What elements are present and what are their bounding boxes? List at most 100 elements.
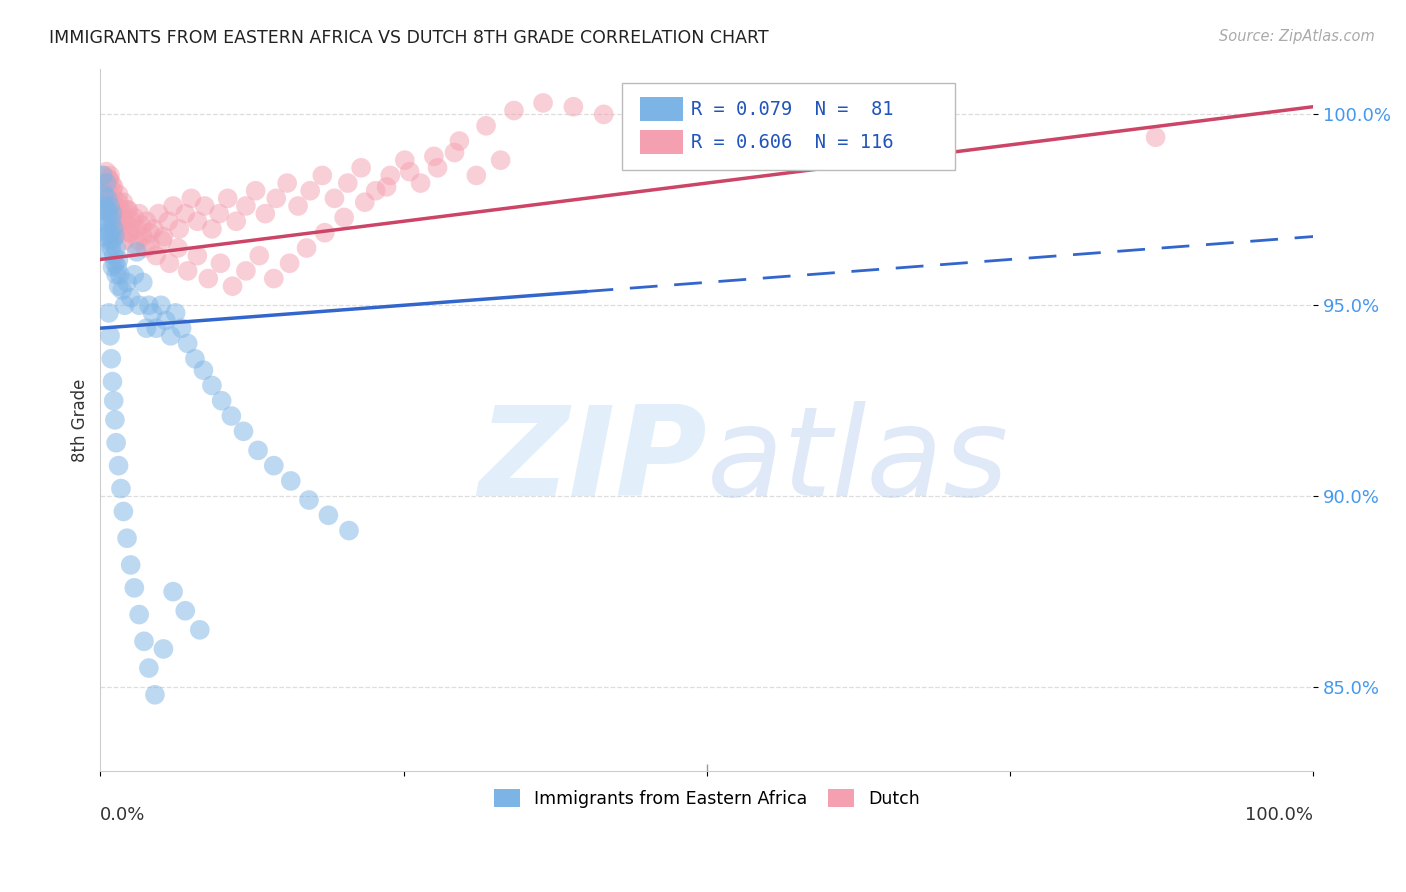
Point — [125, 222, 148, 236]
Point — [134, 241, 156, 255]
Point — [254, 206, 277, 220]
Point — [120, 558, 142, 572]
Point — [184, 351, 207, 366]
Point — [98, 191, 121, 205]
Point — [107, 252, 129, 267]
Bar — [640, 130, 682, 154]
Point — [101, 206, 124, 220]
Point — [201, 222, 224, 236]
Point — [426, 161, 449, 175]
Point — [186, 214, 208, 228]
Point — [112, 504, 135, 518]
Point — [96, 202, 118, 217]
Point — [145, 249, 167, 263]
Point — [101, 233, 124, 247]
Point — [197, 271, 219, 285]
Point — [110, 202, 132, 217]
Point — [263, 271, 285, 285]
Point — [592, 107, 614, 121]
Point — [264, 191, 287, 205]
Point — [105, 202, 128, 217]
Point — [208, 206, 231, 220]
Point — [124, 237, 146, 252]
Point — [295, 241, 318, 255]
Point — [105, 260, 128, 274]
Point — [159, 256, 181, 270]
Point — [562, 100, 585, 114]
Point — [101, 375, 124, 389]
Point — [423, 149, 446, 163]
Point — [176, 264, 198, 278]
Point — [108, 218, 131, 232]
Point — [108, 268, 131, 282]
Point — [135, 214, 157, 228]
Point — [245, 184, 267, 198]
Point — [350, 161, 373, 175]
Point — [337, 524, 360, 538]
Point — [170, 321, 193, 335]
Point — [531, 95, 554, 110]
Point — [132, 276, 155, 290]
Point — [125, 244, 148, 259]
Point — [97, 306, 120, 320]
Point — [232, 425, 254, 439]
Point — [98, 226, 121, 240]
Point — [101, 206, 124, 220]
Point — [94, 226, 117, 240]
Point — [100, 214, 122, 228]
Legend: Immigrants from Eastern Africa, Dutch: Immigrants from Eastern Africa, Dutch — [486, 782, 927, 815]
Point — [174, 206, 197, 220]
Point — [314, 226, 336, 240]
Point — [120, 226, 142, 240]
Point — [120, 291, 142, 305]
Point — [152, 642, 174, 657]
Point — [110, 482, 132, 496]
Point — [100, 199, 122, 213]
Point — [135, 321, 157, 335]
Point — [194, 199, 217, 213]
Point — [165, 306, 187, 320]
Point — [278, 256, 301, 270]
Point — [143, 688, 166, 702]
Point — [162, 584, 184, 599]
Point — [280, 474, 302, 488]
Point — [188, 623, 211, 637]
Point — [96, 164, 118, 178]
Point — [93, 187, 115, 202]
Point — [107, 195, 129, 210]
Point — [121, 214, 143, 228]
Point — [157, 214, 180, 228]
Point — [159, 328, 181, 343]
Point — [117, 202, 139, 217]
FancyBboxPatch shape — [621, 83, 956, 170]
Point — [94, 202, 117, 217]
Point — [409, 176, 432, 190]
Point — [93, 169, 115, 183]
Point — [97, 180, 120, 194]
Point — [193, 363, 215, 377]
Point — [443, 145, 465, 160]
Point — [97, 195, 120, 210]
Point — [127, 233, 149, 247]
Point — [132, 229, 155, 244]
Point — [105, 241, 128, 255]
Point — [96, 191, 118, 205]
Point — [115, 202, 138, 217]
Point — [124, 268, 146, 282]
Point — [107, 279, 129, 293]
Point — [128, 298, 150, 312]
Point — [475, 119, 498, 133]
Text: atlas: atlas — [707, 401, 1010, 523]
Point — [98, 169, 121, 183]
Point — [111, 283, 134, 297]
Point — [100, 176, 122, 190]
Point — [93, 184, 115, 198]
Point — [114, 298, 136, 312]
Point — [97, 202, 120, 217]
Point — [104, 413, 127, 427]
Point — [176, 336, 198, 351]
Point — [287, 199, 309, 213]
Point — [105, 268, 128, 282]
Point — [112, 195, 135, 210]
Point — [104, 222, 127, 236]
